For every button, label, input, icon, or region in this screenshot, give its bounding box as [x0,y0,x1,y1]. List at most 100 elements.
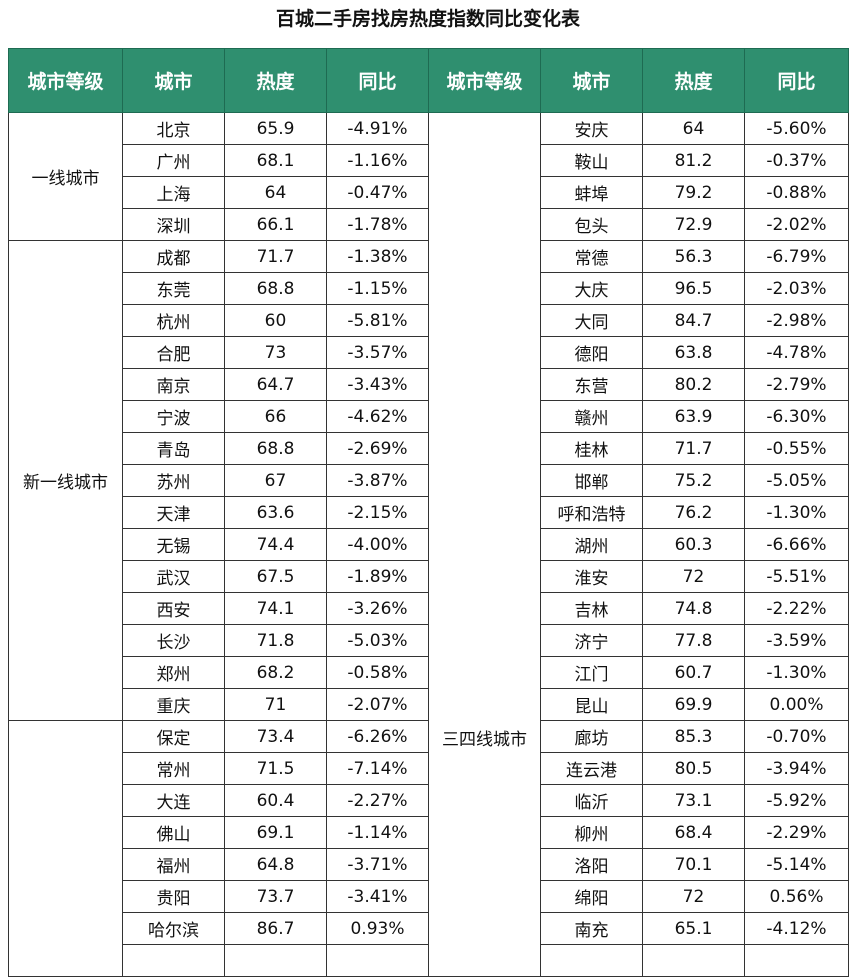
heat-cell: 63.8 [642,336,745,369]
table-row: 贵阳 73.7 -3.41% 绵阳 72 0.56% [9,880,849,913]
heat-cell: 71.8 [224,624,327,657]
heat-cell: 60.4 [224,784,327,817]
heat-cell: 73 [224,336,327,369]
yoy-cell: -1.38% [326,240,429,273]
heat-cell: 84.7 [642,304,745,337]
page-title: 百城二手房找房热度指数同比变化表 [275,8,580,30]
tier-cell: 一线城市 [8,112,123,241]
heat-cell: 68.2 [224,656,327,689]
yoy-cell: -1.15% [326,272,429,305]
city-cell: 南充 [540,912,643,945]
heat-cell: 60 [224,304,327,337]
city-cell: 邯郸 [540,464,643,497]
heat-cell: 71 [224,688,327,721]
yoy-cell: -3.87% [326,464,429,497]
table-row: 一线城市 北京 65.9 -4.91% 三四线城市 安庆 64 -5.60% [8,112,849,977]
tier-cell [8,720,123,977]
city-cell: 杭州 [122,304,225,337]
yoy-cell: -1.89% [326,560,429,593]
heat-cell: 72 [642,880,745,913]
city-cell: 鞍山 [540,144,643,177]
heat-cell: 73.1 [642,784,745,817]
yoy-cell: -0.47% [326,176,429,209]
yoy-cell: -5.03% [326,624,429,657]
city-cell: 常州 [122,752,225,785]
city-cell: 东营 [540,368,643,401]
table-row: 上海 64 -0.47% 蚌埠 79.2 -0.88% [9,176,849,209]
table-row: 无锡 74.4 -4.00% 湖州 60.3 -6.66% [9,528,849,561]
yoy-cell: -5.51% [744,560,849,593]
table-row: 苏州 67 -3.87% 邯郸 75.2 -5.05% [9,464,849,497]
city-cell: 北京 [122,112,225,145]
yoy-cell: -1.30% [744,656,849,689]
yoy-cell: -3.41% [326,880,429,913]
city-cell [122,944,225,977]
city-cell: 天津 [122,496,225,529]
yoy-cell: -2.03% [744,272,849,305]
heat-cell: 68.4 [642,816,745,849]
city-cell: 宁波 [122,400,225,433]
city-cell: 大庆 [540,272,643,305]
yoy-cell: -4.78% [744,336,849,369]
city-cell: 昆山 [540,688,643,721]
table-row: 大连 60.4 -2.27% 临沂 73.1 -5.92% [9,784,849,817]
heat-cell: 74.4 [224,528,327,561]
heat-cell: 69.1 [224,816,327,849]
yoy-cell: -3.94% [744,752,849,785]
heat-cell: 72 [642,560,745,593]
heat-cell: 76.2 [642,496,745,529]
yoy-cell: -2.27% [326,784,429,817]
city-cell: 广州 [122,144,225,177]
city-cell: 无锡 [122,528,225,561]
yoy-cell [326,944,429,977]
heat-cell: 68.8 [224,272,327,305]
column-header: 同比 [744,48,849,113]
yoy-cell: -2.07% [326,688,429,721]
heat-cell: 64 [642,112,745,145]
yoy-cell: -3.26% [326,592,429,625]
city-cell: 洛阳 [540,848,643,881]
yoy-cell: -5.81% [326,304,429,337]
yoy-cell: -3.59% [744,624,849,657]
yoy-cell: -4.12% [744,912,849,945]
city-cell: 东莞 [122,272,225,305]
yoy-cell: -5.60% [744,112,849,145]
yoy-cell: -3.57% [326,336,429,369]
heat-cell: 63.6 [224,496,327,529]
yoy-cell [744,944,849,977]
city-cell: 柳州 [540,816,643,849]
city-cell: 保定 [122,720,225,753]
table-row: 宁波 66 -4.62% 赣州 63.9 -6.30% [9,400,849,433]
yoy-cell: -6.66% [744,528,849,561]
city-cell: 济宁 [540,624,643,657]
heat-cell: 66.1 [224,208,327,241]
city-cell: 赣州 [540,400,643,433]
yoy-cell: 0.00% [744,688,849,721]
city-cell: 青岛 [122,432,225,465]
table-row: 合肥 73 -3.57% 德阳 63.8 -4.78% [9,336,849,369]
heat-cell: 71.7 [642,432,745,465]
heat-cell: 60.3 [642,528,745,561]
city-cell: 深圳 [122,208,225,241]
heat-cell: 68.1 [224,144,327,177]
yoy-cell: -0.58% [326,656,429,689]
column-header: 城市等级 [428,48,541,113]
yoy-cell: -0.88% [744,176,849,209]
city-cell: 临沂 [540,784,643,817]
yoy-cell: 0.93% [326,912,429,945]
yoy-cell: -7.14% [326,752,429,785]
table-row: 深圳 66.1 -1.78% 包头 72.9 -2.02% [9,208,849,241]
city-cell: 桂林 [540,432,643,465]
table-row: 东莞 68.8 -1.15% 大庆 96.5 -2.03% [9,272,849,305]
yoy-cell: -4.00% [326,528,429,561]
yoy-cell: -1.16% [326,144,429,177]
city-cell: 吉林 [540,592,643,625]
city-cell: 大同 [540,304,643,337]
yoy-cell: -2.02% [744,208,849,241]
heat-cell [642,944,745,977]
city-cell: 南京 [122,368,225,401]
table-row: 广州 68.1 -1.16% 鞍山 81.2 -0.37% [9,144,849,177]
heat-cell: 77.8 [642,624,745,657]
city-cell: 武汉 [122,560,225,593]
yoy-cell: -0.70% [744,720,849,753]
